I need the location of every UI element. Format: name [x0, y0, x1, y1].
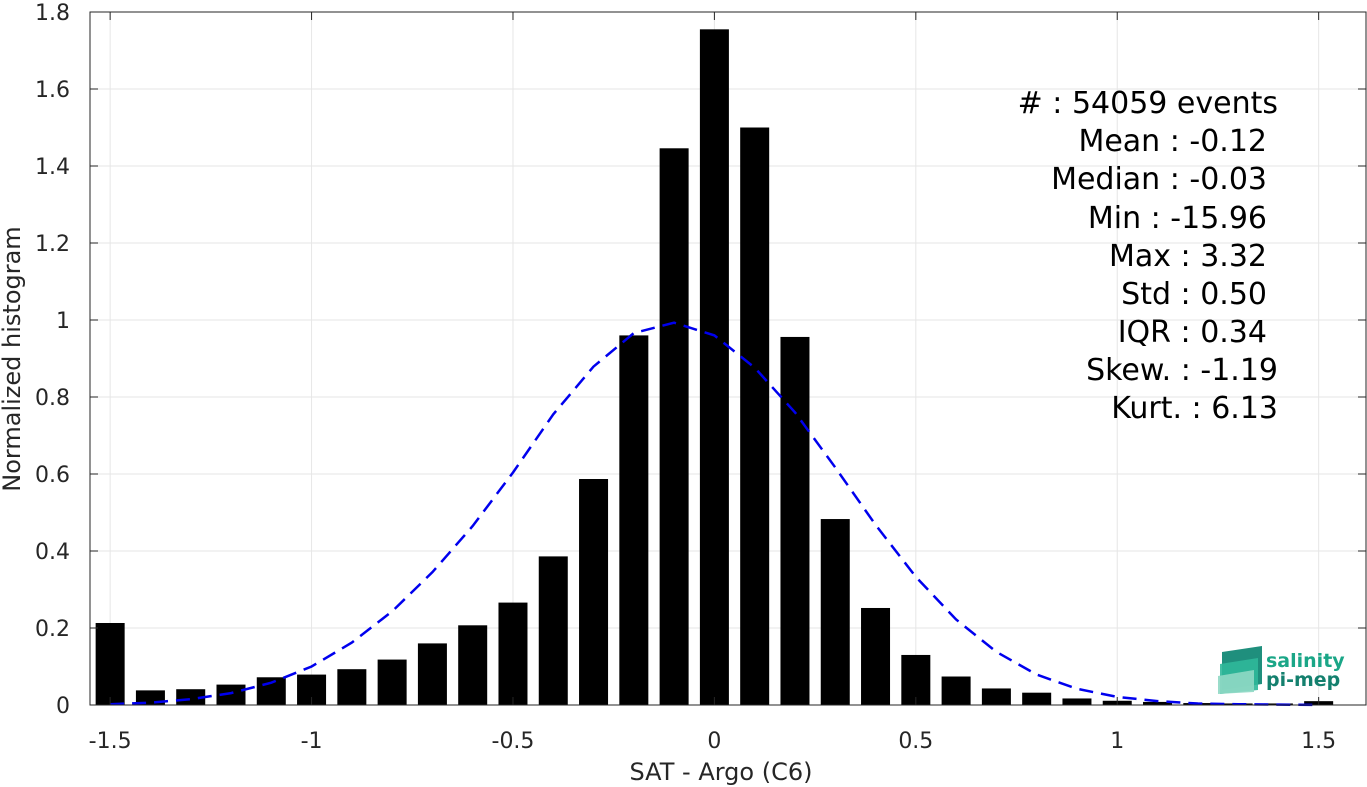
- y-tick-label: 0.2: [35, 617, 70, 642]
- y-tick-label: 0: [56, 694, 70, 719]
- y-tick-label: 1: [56, 309, 70, 334]
- histogram-bar: [941, 676, 971, 705]
- histogram-bar: [538, 556, 568, 705]
- y-tick-label: 0.8: [35, 386, 70, 411]
- x-tick-label: 1: [1110, 729, 1124, 754]
- histogram-bar: [699, 29, 729, 705]
- x-tick-label: 1.5: [1301, 729, 1336, 754]
- stat-events: # : 54059 events: [1018, 86, 1278, 121]
- y-axis-label: Normalized histogram: [0, 226, 26, 491]
- histogram-bar: [498, 602, 528, 705]
- histogram-bar: [337, 669, 367, 705]
- stat-std: Std : 0.50: [1121, 277, 1267, 312]
- histogram-bar: [1143, 701, 1173, 705]
- y-tick-label: 1.2: [35, 232, 70, 257]
- x-tick-label: -0.5: [492, 729, 535, 754]
- x-axis-ticks: -1.5 -1 -0.5 0 0.5 1 1.5: [89, 12, 1336, 754]
- axes-box: [89, 11, 1367, 706]
- histogram-bar: [901, 654, 931, 705]
- stat-kurt: Kurt. : 6.13: [1111, 391, 1278, 426]
- statistics-annotation: # : 54059 events Mean : -0.12 Median : -…: [1018, 86, 1278, 426]
- stat-max: Max : 3.32: [1109, 239, 1267, 274]
- y-tick-label: 1.8: [35, 1, 70, 26]
- logo-text-pi-mep: pi-mep: [1266, 669, 1340, 691]
- histogram-bar: [659, 148, 689, 706]
- normal-fit-curve: [110, 321, 1319, 707]
- histogram-bar: [377, 659, 407, 705]
- y-tick-label: 0.4: [35, 540, 70, 565]
- histogram-bar: [417, 643, 447, 705]
- histogram-bar: [1062, 698, 1092, 705]
- histogram-bar: [861, 607, 891, 705]
- x-tick-label: -1: [301, 729, 323, 754]
- stat-iqr: IQR : 0.34: [1118, 315, 1267, 350]
- histogram-bar: [780, 336, 810, 705]
- logo-text-salinity: salinity: [1266, 650, 1345, 672]
- histogram-bar: [458, 625, 488, 705]
- stat-mean: Mean : -0.12: [1078, 124, 1267, 159]
- axes-frame: [89, 11, 1367, 706]
- y-tick-label: 1.6: [35, 78, 70, 103]
- x-tick-label: 0.5: [898, 729, 933, 754]
- histogram-bar: [619, 335, 649, 705]
- histogram-bar: [1022, 692, 1052, 705]
- histogram-bar: [216, 684, 246, 705]
- histogram-bar: [579, 479, 609, 705]
- y-axis-ticks: 0 0.2 0.4 0.6 0.8 1 1.2 1.4 1.6 1.8: [35, 1, 1366, 719]
- y-tick-label: 0.6: [35, 463, 70, 488]
- salinity-pi-mep-logo: salinity pi-mep: [1218, 646, 1345, 694]
- y-tick-label: 1.4: [35, 155, 70, 180]
- x-tick-label: 0: [707, 729, 721, 754]
- x-tick-label: -1.5: [89, 729, 132, 754]
- histogram-bar: [95, 622, 125, 705]
- histogram-bar: [740, 127, 770, 705]
- x-axis-label: SAT - Argo (C6): [630, 758, 813, 786]
- stat-min: Min : -15.96: [1088, 201, 1267, 236]
- histogram-bar: [820, 519, 850, 705]
- logo-mark-icon: [1218, 646, 1262, 694]
- histogram-bar: [981, 688, 1011, 705]
- stat-median: Median : -0.03: [1051, 162, 1267, 197]
- fit-curve-line: [110, 321, 1319, 707]
- stat-skew: Skew. : -1.19: [1086, 353, 1278, 388]
